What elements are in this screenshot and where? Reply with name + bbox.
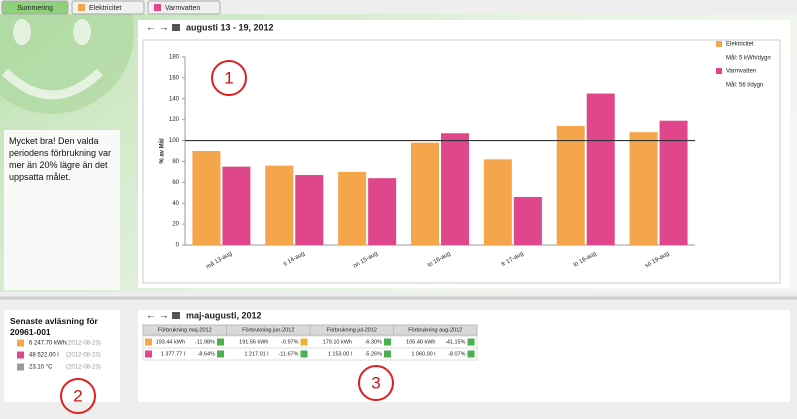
trend-icon xyxy=(467,338,475,346)
y-tick-label: 40 xyxy=(172,201,179,207)
legend-swatch xyxy=(716,41,722,47)
summary-message: Mycket bra! Den valda periodens förbrukn… xyxy=(9,136,112,182)
annotation-circle xyxy=(358,365,394,401)
tab-icon xyxy=(154,4,161,11)
trend-icon xyxy=(384,338,391,346)
bar xyxy=(629,132,658,245)
reading-value: 6 247.70 kWh xyxy=(29,341,66,347)
annotation-circle xyxy=(60,378,96,414)
bar xyxy=(265,165,294,245)
reading-date: (2012-08-23) xyxy=(66,341,101,347)
bar xyxy=(192,151,221,245)
table-change: -5.26% xyxy=(365,351,383,357)
bar xyxy=(659,120,688,245)
nav-arrows[interactable]: ← → xyxy=(146,311,180,322)
legend-goal: Mål: 56 l/dygn xyxy=(726,82,763,89)
chart-period: augusti 13 - 19, 2012 xyxy=(186,22,274,32)
svg-text:← →: ← → xyxy=(146,311,169,322)
annotation-label: 1 xyxy=(224,68,233,87)
tab[interactable] xyxy=(71,0,145,15)
table-change: -11.67% xyxy=(278,351,298,357)
y-tick-label: 140 xyxy=(169,96,180,102)
smiley xyxy=(0,14,134,114)
legend-swatch xyxy=(716,68,722,74)
tab-label: Varmvatten xyxy=(165,5,200,12)
legend-label: Elektricitet xyxy=(726,42,754,48)
bar xyxy=(368,178,397,245)
tab-icon xyxy=(78,4,85,11)
table-value: 1 217.01 l xyxy=(244,351,268,357)
table-row xyxy=(142,347,478,361)
table-value: 105.40 kWh xyxy=(406,339,435,345)
row-icon xyxy=(145,338,152,346)
legend-label: Varmvatten xyxy=(726,69,756,75)
table-value: 1 153.00 l xyxy=(328,351,352,357)
reading-icon xyxy=(17,351,24,359)
table-change: -0.97% xyxy=(281,339,299,345)
table-value: 193.44 kWh xyxy=(156,339,185,345)
table-value: 179.10 kWh xyxy=(323,339,352,345)
reading-date: (2012-08-23) xyxy=(66,365,101,371)
trend-icon xyxy=(384,350,391,358)
table-header: Förbrukning maj-2012 xyxy=(158,327,212,333)
table-value: 1 377.77 l xyxy=(161,351,185,357)
tab-label: Elektricitet xyxy=(89,5,121,12)
svg-text:← →: ← → xyxy=(146,23,169,34)
legend-goal: Mål: 5 kWh/dygn xyxy=(726,55,771,62)
bar xyxy=(556,125,585,245)
table-change: -8.07% xyxy=(448,351,466,357)
annotation-label: 3 xyxy=(371,373,380,392)
bar xyxy=(222,166,251,245)
reading-title: Senaste avläsning för 20961-001 xyxy=(10,316,98,337)
y-tick-label: 160 xyxy=(169,75,180,81)
bar xyxy=(411,142,439,245)
reading-date: (2012-08-23) xyxy=(66,353,101,359)
tab[interactable] xyxy=(1,0,69,15)
y-axis-label: % av Mål xyxy=(159,138,166,164)
y-tick-label: 120 xyxy=(169,117,180,123)
nav-arrows[interactable]: ← → xyxy=(146,23,180,34)
bar xyxy=(338,171,367,245)
y-tick-label: 80 xyxy=(172,159,179,165)
y-tick-label: 180 xyxy=(169,55,180,61)
bar xyxy=(586,93,615,245)
annotation-label: 2 xyxy=(73,386,82,405)
trend-icon xyxy=(300,338,308,346)
row-icon xyxy=(145,350,152,358)
reading-value: 23.10 °C xyxy=(29,365,53,371)
trend-icon xyxy=(300,350,308,358)
y-tick-label: 20 xyxy=(172,222,179,228)
table-header: Förbrukning jul-2012 xyxy=(327,327,377,333)
reading-icon xyxy=(17,339,24,347)
bar xyxy=(295,175,324,245)
reading-icon xyxy=(17,363,24,371)
tab[interactable] xyxy=(147,0,221,15)
annotation-circle xyxy=(211,60,247,96)
trend-icon xyxy=(217,338,224,346)
table-period: maj-augusti, 2012 xyxy=(186,310,262,320)
table-header: Förbrukning jun-2012 xyxy=(242,327,294,333)
table-value: 191.56 kWh xyxy=(239,339,268,345)
table-value: 1 060.00 l xyxy=(411,351,435,357)
tab-label: Summering xyxy=(17,5,53,12)
message-box xyxy=(4,130,120,290)
table-change: -11.98% xyxy=(195,339,215,345)
y-tick-label: 0 xyxy=(176,243,180,249)
y-tick-label: 60 xyxy=(172,180,179,186)
table-header: Förbrukning aug-2012 xyxy=(408,327,462,333)
table-change: -8.64% xyxy=(198,351,216,357)
bar xyxy=(441,133,469,245)
table-header-cell xyxy=(393,324,478,336)
trend-icon xyxy=(467,350,475,358)
y-tick-label: 100 xyxy=(169,138,180,144)
trend-icon xyxy=(217,350,224,358)
bar xyxy=(513,196,542,245)
bar xyxy=(483,159,512,245)
reading-value: 48 522.00 l xyxy=(29,353,59,359)
table-change: -41.15% xyxy=(445,339,466,345)
table-change: -6.30% xyxy=(365,339,383,345)
